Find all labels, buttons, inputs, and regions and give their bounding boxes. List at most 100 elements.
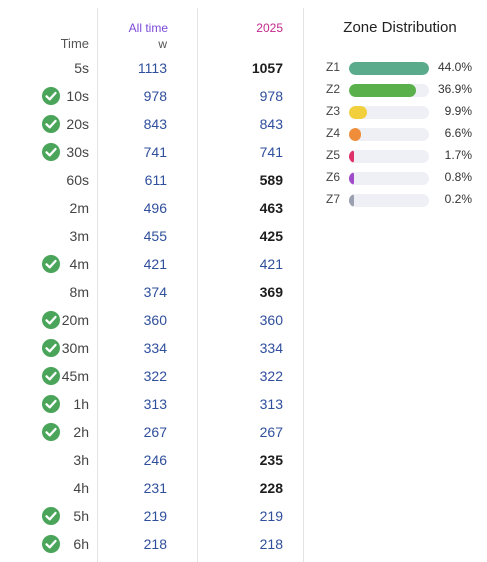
check-circle-icon bbox=[42, 311, 60, 329]
table-row[interactable]: 3m 455 425 bbox=[0, 222, 300, 250]
table-row[interactable]: 30m 334 334 bbox=[0, 334, 300, 362]
zone-row: Z5 1.7% bbox=[320, 145, 480, 167]
check-circle-icon bbox=[42, 255, 60, 273]
zone-bar-track bbox=[349, 194, 429, 207]
check-circle-icon bbox=[42, 339, 60, 357]
alltime-value: 741 bbox=[143, 144, 167, 160]
table-row[interactable]: 20s 843 843 bbox=[0, 110, 300, 138]
duration-label: 2h bbox=[73, 424, 89, 440]
alltime-value: 334 bbox=[143, 340, 167, 356]
duration-label: 10s bbox=[66, 88, 89, 104]
unit-header: w bbox=[158, 37, 167, 51]
check-circle-icon bbox=[42, 143, 60, 161]
check-circle-icon bbox=[42, 87, 60, 105]
table-row[interactable]: 4h 231 228 bbox=[0, 474, 300, 502]
table-row[interactable]: 2h 267 267 bbox=[0, 418, 300, 446]
duration-label: 20m bbox=[61, 312, 89, 328]
check-circle-icon bbox=[42, 395, 60, 413]
zone-row: Z7 0.2% bbox=[320, 189, 480, 211]
alltime-value: 374 bbox=[143, 284, 167, 300]
zone-percent: 6.6% bbox=[444, 126, 472, 140]
zone-label: Z6 bbox=[326, 170, 341, 184]
year-value: 425 bbox=[259, 228, 283, 244]
duration-label: 3h bbox=[73, 452, 89, 468]
year-value: 589 bbox=[259, 172, 283, 188]
table-row[interactable]: 2m 496 463 bbox=[0, 194, 300, 222]
divider-middle bbox=[197, 8, 198, 562]
duration-label: 30m bbox=[61, 340, 89, 356]
table-row[interactable]: 1h 313 313 bbox=[0, 390, 300, 418]
table-row[interactable]: 8m 374 369 bbox=[0, 278, 300, 306]
zone-label: Z2 bbox=[326, 82, 341, 96]
table-row[interactable]: 60s 611 589 bbox=[0, 166, 300, 194]
duration-label: 4h bbox=[73, 480, 89, 496]
alltime-value: 246 bbox=[143, 452, 167, 468]
zone-bar-fill bbox=[349, 150, 354, 163]
table-row[interactable]: 20m 360 360 bbox=[0, 306, 300, 334]
zone-label: Z7 bbox=[326, 192, 341, 206]
zone-bar-track bbox=[349, 128, 429, 141]
zone-percent: 36.9% bbox=[437, 82, 472, 96]
year-value: 360 bbox=[259, 312, 283, 328]
time-header: Time bbox=[60, 36, 89, 51]
zone-bar-track bbox=[349, 150, 429, 163]
year-value: 219 bbox=[259, 508, 283, 524]
alltime-value: 1113 bbox=[137, 60, 167, 76]
duration-label: 4m bbox=[69, 256, 89, 272]
duration-label: 30s bbox=[66, 144, 89, 160]
zone-bar-fill bbox=[349, 194, 354, 207]
year-value: 322 bbox=[259, 368, 283, 384]
table-row[interactable]: 10s 978 978 bbox=[0, 82, 300, 110]
divider-right bbox=[303, 8, 304, 562]
zone-bar-track bbox=[349, 62, 429, 75]
check-circle-icon bbox=[42, 367, 60, 385]
alltime-value: 843 bbox=[143, 116, 167, 132]
zone-bar-track bbox=[349, 172, 429, 185]
divider-left bbox=[97, 8, 98, 562]
zone-percent: 0.8% bbox=[444, 170, 472, 184]
zone-percent: 9.9% bbox=[444, 104, 472, 118]
table-row[interactable]: 4m 421 421 bbox=[0, 250, 300, 278]
zone-distribution-title: Zone Distribution bbox=[343, 19, 457, 36]
year-header: 2025 bbox=[256, 21, 283, 35]
zone-bar-fill bbox=[349, 84, 417, 97]
table-row[interactable]: 45m 322 322 bbox=[0, 362, 300, 390]
check-circle-icon bbox=[42, 423, 60, 441]
duration-label: 5h bbox=[73, 508, 89, 524]
alltime-value: 219 bbox=[143, 508, 167, 524]
zone-label: Z5 bbox=[326, 148, 341, 162]
zone-row: Z1 44.0% bbox=[320, 57, 480, 79]
alltime-value: 978 bbox=[143, 88, 167, 104]
zone-percent: 1.7% bbox=[444, 148, 472, 162]
check-circle-icon bbox=[42, 115, 60, 133]
zone-bar-fill bbox=[349, 128, 361, 141]
zone-percent: 0.2% bbox=[444, 192, 472, 206]
table-row[interactable]: 5h 219 219 bbox=[0, 502, 300, 530]
table-row[interactable]: 6h 218 218 bbox=[0, 530, 300, 558]
alltime-value: 421 bbox=[143, 256, 167, 272]
duration-label: 60s bbox=[66, 172, 89, 188]
year-value: 463 bbox=[259, 200, 283, 216]
alltime-value: 496 bbox=[143, 200, 167, 216]
table-row[interactable]: 30s 741 741 bbox=[0, 138, 300, 166]
year-value: 1057 bbox=[251, 60, 283, 76]
zone-bar-track bbox=[349, 106, 429, 119]
alltime-value: 218 bbox=[143, 536, 167, 552]
zone-bar-fill bbox=[349, 106, 367, 119]
year-value: 369 bbox=[259, 284, 283, 300]
duration-label: 6h bbox=[73, 536, 89, 552]
zone-percent: 44.0% bbox=[437, 60, 472, 74]
table-row[interactable]: 5s 1113 1057 bbox=[0, 54, 300, 82]
duration-label: 8m bbox=[69, 284, 89, 300]
zone-row: Z3 9.9% bbox=[320, 101, 480, 123]
year-value: 978 bbox=[259, 88, 283, 104]
table-row[interactable]: 3h 246 235 bbox=[0, 446, 300, 474]
zone-bar-track bbox=[349, 84, 429, 97]
zone-label: Z4 bbox=[326, 126, 341, 140]
zone-bar-fill bbox=[349, 62, 429, 75]
alltime-header: All time bbox=[128, 21, 168, 35]
alltime-value: 360 bbox=[143, 312, 167, 328]
alltime-value: 267 bbox=[143, 424, 167, 440]
alltime-value: 611 bbox=[144, 172, 167, 188]
alltime-value: 313 bbox=[143, 396, 167, 412]
